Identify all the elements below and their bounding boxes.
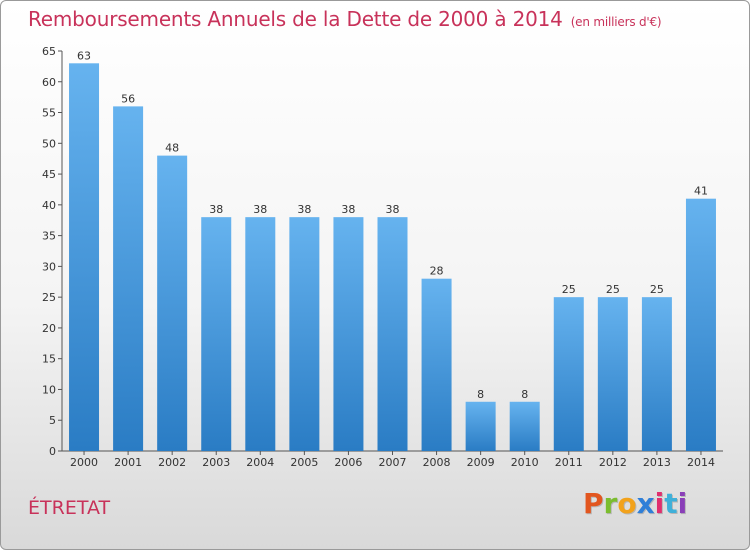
chart-subtitle: (en milliers d'€) [570, 15, 662, 29]
bar [201, 217, 232, 451]
chart-title: Remboursements Annuels de la Dette de 20… [28, 7, 662, 31]
data-label: 63 [77, 49, 91, 62]
y-tick-label: 10 [42, 383, 56, 396]
data-label: 41 [694, 185, 708, 198]
data-label: 25 [562, 283, 576, 296]
y-tick-label: 5 [49, 414, 56, 427]
bar [333, 217, 364, 451]
data-label: 38 [253, 203, 267, 216]
logo-letter: i [654, 487, 665, 520]
y-tick-label: 45 [42, 168, 56, 181]
y-tick-label: 15 [42, 353, 56, 366]
data-label: 56 [121, 92, 135, 105]
bar [377, 217, 408, 451]
x-tick-label: 2002 [158, 456, 186, 469]
data-label: 38 [297, 203, 311, 216]
logo-letter: o [617, 487, 637, 520]
logo-letter: x [636, 487, 655, 520]
chart-title-text: Remboursements Annuels de la Dette de 20… [28, 7, 563, 31]
data-label: 38 [341, 203, 355, 216]
y-tick-label: 65 [42, 45, 56, 58]
y-tick-label: 35 [42, 230, 56, 243]
bar [113, 106, 144, 451]
x-tick-label: 2011 [555, 456, 583, 469]
data-label: 38 [209, 203, 223, 216]
y-tick-label: 30 [42, 260, 56, 273]
data-label: 48 [165, 142, 179, 155]
x-tick-label: 2006 [334, 456, 362, 469]
bar [421, 278, 452, 451]
bar [641, 297, 672, 451]
x-tick-label: 2013 [643, 456, 671, 469]
x-tick-label: 2007 [379, 456, 407, 469]
bars: 63 56 48 38 38 38 38 38 28 8 8 25 25 25 41 [69, 49, 716, 452]
logo-letter: P [583, 487, 604, 520]
x-tick-label: 2003 [202, 456, 230, 469]
x-tick-label: 2005 [290, 456, 318, 469]
y-tick-label: 20 [42, 322, 56, 335]
axes: 0 5 10 15 20 25 30 35 40 45 50 55 60 65 2000 2001 2002 20… [42, 45, 723, 469]
x-tick-label: 2008 [423, 456, 451, 469]
logo-letter: t [664, 487, 678, 520]
logo-letter: r [603, 487, 618, 520]
data-label: 8 [521, 388, 528, 401]
place-name: ÉTRETAT [28, 497, 111, 519]
y-tick-label: 25 [42, 291, 56, 304]
x-tick-label: 2012 [599, 456, 627, 469]
x-tick-label: 2009 [467, 456, 495, 469]
bar [597, 297, 628, 451]
y-tick-label: 60 [42, 76, 56, 89]
y-tick-label: 0 [49, 445, 56, 458]
data-label: 25 [650, 283, 664, 296]
bar [465, 401, 496, 451]
x-tick-label: 2000 [70, 456, 98, 469]
data-label: 8 [477, 388, 484, 401]
logo-letter: i [677, 487, 688, 520]
y-tick-label: 40 [42, 199, 56, 212]
bar [685, 198, 716, 451]
bar [245, 217, 276, 451]
x-tick-label: 2014 [687, 456, 715, 469]
proxiti-logo: Proxiti [583, 487, 687, 520]
x-tick-label: 2001 [114, 456, 142, 469]
bar [157, 155, 188, 451]
bar [553, 297, 584, 451]
data-label: 25 [606, 283, 620, 296]
x-tick-label: 2010 [511, 456, 539, 469]
y-tick-label: 55 [42, 107, 56, 120]
bar [69, 63, 100, 452]
y-tick-label: 50 [42, 137, 56, 150]
bar [509, 401, 540, 451]
bar-chart: 0 5 10 15 20 25 30 35 40 45 50 55 60 65 2000 2001 2002 20… [42, 45, 723, 469]
x-tick-label: 2004 [246, 456, 274, 469]
bar [289, 217, 320, 451]
data-label: 28 [430, 265, 444, 278]
data-label: 38 [386, 203, 400, 216]
